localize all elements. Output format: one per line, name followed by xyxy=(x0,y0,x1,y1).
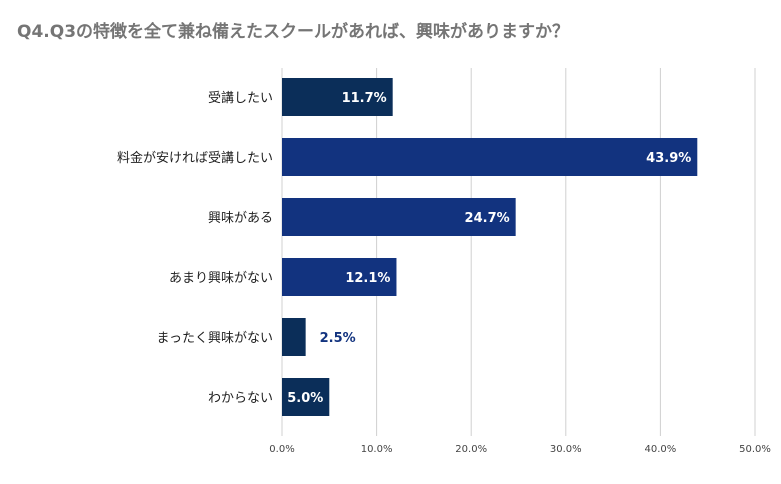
chart-title: Q4.Q3の特徴を全て兼ね備えたスクールがあれば、興味がありますか？ xyxy=(17,21,569,42)
data-label: 12.1% xyxy=(345,271,390,286)
x-tick-label: 50.0% xyxy=(739,444,771,455)
bar xyxy=(282,258,397,296)
data-label: 2.5% xyxy=(320,331,356,346)
x-tick-label: 20.0% xyxy=(455,444,487,455)
data-label: 24.7% xyxy=(465,211,510,226)
bar xyxy=(282,78,393,116)
bar xyxy=(282,378,330,416)
category-label: 受講したい xyxy=(208,90,273,106)
data-labels: 11.7% 43.9% 24.7% 12.1% 2.5% 5.0% xyxy=(287,91,691,406)
x-tick-label: 40.0% xyxy=(645,444,677,455)
category-label: まったく興味がない xyxy=(157,331,273,346)
category-labels: 受講したい料金が安ければ受講したい興味があるあまり興味がないまったく興味がないわ… xyxy=(117,90,273,406)
category-label: わからない xyxy=(208,391,273,406)
bar xyxy=(282,318,306,356)
x-axis-ticks: 0.0% 10.0% 20.0% 30.0% 40.0% 50.0% xyxy=(269,444,771,455)
bar-series xyxy=(282,78,698,416)
bar xyxy=(282,138,698,176)
data-label: 11.7% xyxy=(342,91,387,106)
data-label: 43.9% xyxy=(646,151,691,166)
x-tick-label: 30.0% xyxy=(550,444,582,455)
category-label: あまり興味がない xyxy=(169,271,273,286)
data-label: 5.0% xyxy=(287,391,323,406)
bar xyxy=(282,198,516,236)
x-tick-label: 10.0% xyxy=(361,444,393,455)
category-label: 興味がある xyxy=(208,211,273,226)
x-tick-label: 0.0% xyxy=(269,444,294,455)
gridlines xyxy=(281,68,756,436)
category-label: 料金が安ければ受講したい xyxy=(117,150,273,166)
